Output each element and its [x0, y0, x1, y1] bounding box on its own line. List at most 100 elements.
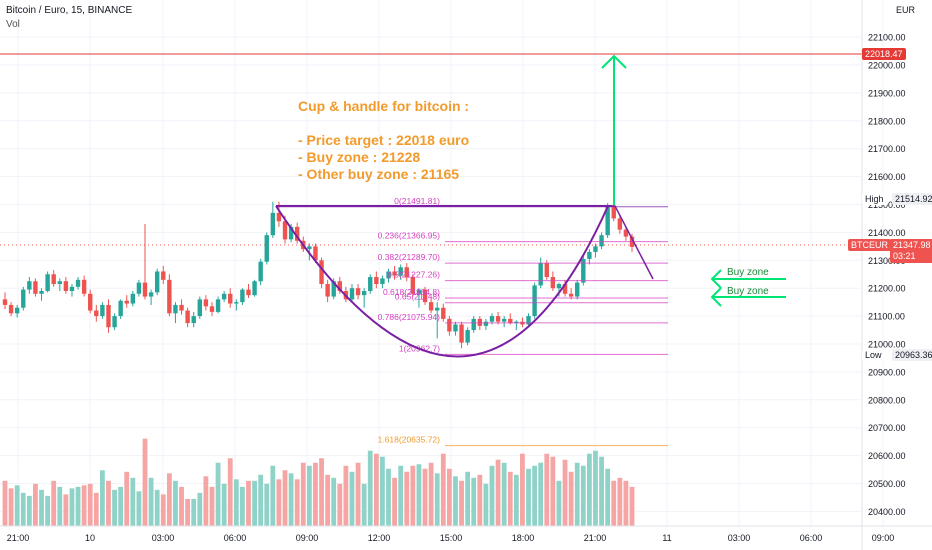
candle-body	[14, 307, 20, 314]
candle-body	[100, 304, 105, 317]
candle-body	[203, 299, 209, 307]
volume-bar	[489, 465, 495, 526]
target-price-tag: 22018.47	[862, 48, 906, 60]
fib-retracement[interactable]: 0(21491.81) 0.236(21366.95) 0.382(21289.70…	[276, 196, 668, 447]
volume-bar	[586, 453, 592, 526]
price-tick-label: 20600.00	[868, 451, 906, 461]
volume-bar	[599, 456, 604, 526]
volume-bar	[124, 471, 130, 526]
volume-bar	[148, 477, 154, 526]
fib-level-label: 0.5(21227.26)	[387, 270, 440, 280]
volume-bar	[325, 474, 331, 526]
candle-body	[599, 235, 604, 247]
volume-bar	[221, 483, 227, 526]
volume-bar	[252, 480, 257, 526]
candle-body	[526, 316, 531, 325]
candle-body	[575, 282, 580, 297]
volume-bar	[87, 483, 93, 526]
candle-body	[453, 324, 458, 332]
volume-bar	[93, 492, 99, 526]
volume-indicator-label: Vol	[6, 19, 20, 30]
candle-body	[57, 281, 62, 285]
candle-body	[538, 263, 543, 286]
candle-body	[611, 205, 616, 219]
volume-bar	[453, 476, 458, 526]
candle-body	[185, 310, 190, 324]
price-tick-label: 21500.00	[868, 200, 906, 210]
volume-bars	[2, 438, 635, 526]
candle-body	[508, 318, 513, 324]
volume-bar	[538, 462, 544, 526]
volume-bar	[526, 468, 531, 526]
volume-bar	[51, 480, 57, 526]
candle-body	[173, 304, 178, 314]
candle-body	[319, 260, 324, 285]
candle-body	[593, 246, 598, 252]
volume-bar	[623, 480, 629, 526]
price-axis[interactable]: 20400.00 20500.00 20600.00 20700.00 20800.00…	[868, 33, 906, 517]
volume-bar	[69, 488, 75, 526]
candle-body	[562, 284, 568, 294]
fib-level-label: 0.65(21148)	[395, 292, 440, 302]
time-tick-label: 09:00	[872, 533, 895, 543]
time-axis[interactable]: 21:00 10 03:00 06:00 09:00 12:00 15:00 18:00 21:…	[7, 533, 895, 543]
high-value-tag: 21514.92	[892, 193, 932, 205]
volume-bar	[154, 489, 160, 526]
price-tick-label: 21400.00	[868, 228, 906, 238]
candle-body	[118, 300, 123, 317]
time-tick-label: 18:00	[512, 533, 535, 543]
candle-body	[136, 282, 142, 294]
candle-body	[331, 281, 336, 297]
handle-line	[608, 205, 654, 280]
fib-level-label: 0.236(21366.95)	[378, 231, 441, 241]
volume-bar	[240, 486, 245, 526]
buy-zone-arrow-2	[710, 287, 786, 307]
volume-bar	[404, 471, 410, 526]
fib-level-label: 0.618(21164.8)	[383, 287, 440, 297]
volume-bar	[343, 465, 349, 526]
candle-body	[215, 299, 221, 312]
volume-bar	[550, 456, 556, 526]
volume-bar	[288, 473, 294, 526]
volume-bar	[294, 479, 300, 526]
volume-bar	[264, 483, 270, 526]
volume-bar	[209, 486, 215, 526]
volume-bar	[282, 470, 288, 526]
volume-bar	[373, 453, 379, 526]
currency-label: EUR	[896, 5, 916, 15]
volume-bar	[617, 477, 623, 526]
buy-zone-label-2: Buy zone	[727, 286, 769, 297]
time-tick-label: 03:00	[728, 533, 751, 543]
buy-zone-arrow-1	[710, 269, 786, 289]
price-tick-label: 21300.00	[868, 256, 906, 266]
time-tick-label: 15:00	[440, 533, 463, 543]
candle-body	[410, 277, 416, 294]
price-tick-label: 21900.00	[868, 88, 906, 98]
price-tick-label: 21200.00	[868, 284, 906, 294]
candle-body	[45, 274, 50, 291]
price-tick-label: 22000.00	[868, 61, 906, 71]
candle-body	[276, 212, 282, 222]
cup-arc	[275, 205, 609, 358]
candle-body	[234, 302, 239, 304]
candle-body	[179, 304, 184, 311]
candle-body	[550, 277, 556, 289]
candle-body	[441, 307, 446, 319]
price-tick-label: 20500.00	[868, 479, 906, 489]
time-tick-label: 21:00	[7, 533, 30, 543]
last-price-value: 21347.98	[893, 240, 931, 250]
volume-bar	[380, 456, 385, 526]
volume-bar	[331, 477, 337, 526]
candle-body	[112, 316, 117, 328]
volume-bar	[349, 471, 355, 526]
volume-bar	[276, 479, 282, 526]
candle-body	[325, 284, 330, 297]
volume-bar	[410, 465, 416, 526]
candlestick-series	[2, 201, 635, 349]
volume-bar	[258, 474, 264, 526]
price-tick-label: 20400.00	[868, 507, 906, 517]
volume-bar	[416, 464, 422, 526]
volume-bar	[63, 494, 69, 526]
volume-bar	[367, 450, 373, 526]
